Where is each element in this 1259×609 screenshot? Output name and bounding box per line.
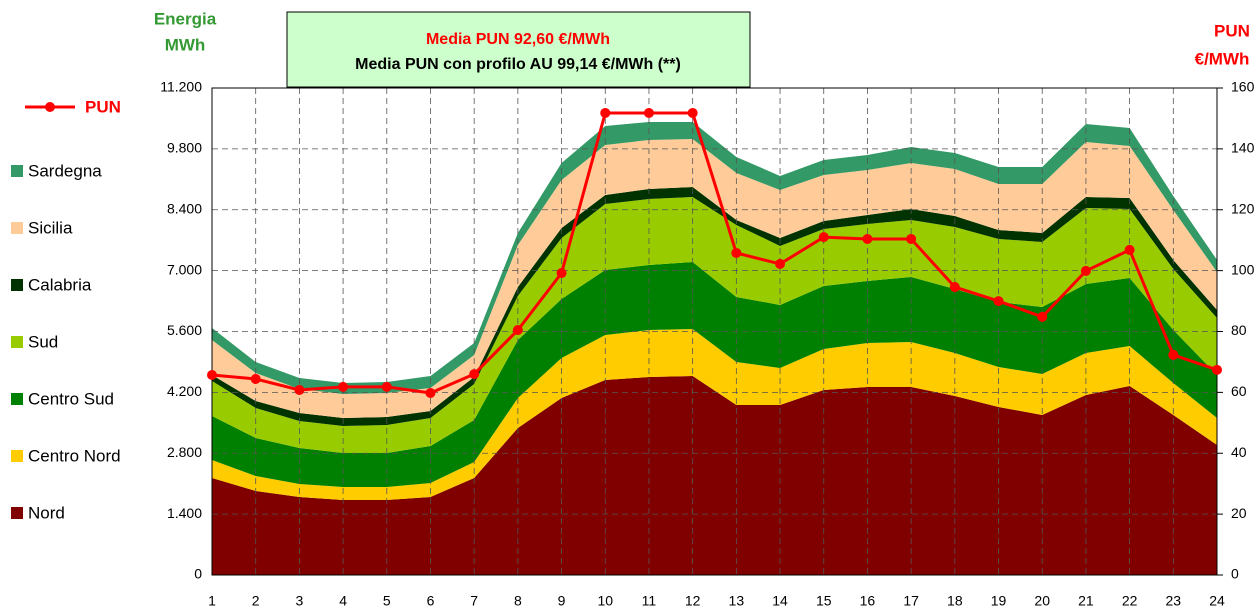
x-tick-label: 5 [383,593,391,609]
pun-marker [250,373,261,384]
y-tick-label: 2.800 [167,444,202,460]
legend-swatch [11,393,23,405]
pun-marker [687,107,698,118]
pun-line [211,111,1218,395]
legend-label: Centro Nord [28,446,121,465]
x-tick-label: 12 [685,593,701,609]
x-tick-label: 24 [1209,593,1225,609]
x-tick-label: 9 [558,593,566,609]
pun-marker [512,324,523,335]
pun-marker [643,107,654,118]
legend-marker [45,102,55,112]
legend-swatch [11,222,23,234]
x-tick-label: 23 [1166,593,1182,609]
pun-marker [949,282,960,293]
pun-marker [1124,244,1135,255]
y-axis-title: Energia [154,9,217,28]
x-tick-label: 19 [991,593,1007,609]
y2-tick-label: 120 [1231,200,1255,216]
x-tick-label: 16 [860,593,876,609]
y-tick-label: 1.400 [167,505,202,521]
legend-label: Nord [28,503,65,522]
y2-tick-label: 0 [1231,566,1239,582]
pun-marker [338,381,349,392]
x-tick-label: 3 [295,593,303,609]
legend-label: Sardegna [28,161,102,180]
plot-frame [211,87,1218,576]
y2-axis-title: €/MWh [1195,49,1250,68]
legend-swatch [11,336,23,348]
title-box [286,11,751,88]
y-tick-label: 8.400 [167,200,202,216]
x-tick-label: 15 [816,593,832,609]
y-tick-label: 0 [194,566,202,582]
pun-marker [556,268,567,279]
x-tick-label: 11 [642,593,657,609]
legend-label: Calabria [28,275,92,294]
pun-marker [993,296,1004,307]
legend-swatch [11,507,23,519]
area [212,138,1217,418]
y2-tick-label: 160 [1231,79,1255,95]
y-tick-label: 5.600 [167,322,202,338]
x-tick-label: 1 [208,593,216,609]
pun-marker [731,247,742,258]
pun-marker [425,387,436,398]
area [212,328,1217,500]
y2-tick-label: 60 [1231,383,1247,399]
legend-label: Centro Sud [28,389,114,408]
legend-label: Sud [28,332,58,351]
x-tick-label: 4 [339,593,347,609]
legend-label: Sicilia [28,218,73,237]
y-tick-label: 7.000 [167,261,202,277]
pun-marker [1212,364,1222,375]
pun-marker [862,233,873,244]
x-tick-label: 21 [1078,593,1094,609]
y2-tick-label: 40 [1231,444,1247,460]
y2-tick-label: 140 [1231,140,1255,156]
pun-marker [381,381,392,392]
area [212,196,1217,453]
chart-title: Media PUN 92,60 €/MWh [426,31,610,48]
pun-marker [1168,349,1179,360]
y2-tick-label: 80 [1231,322,1247,338]
x-tick-label: 14 [772,593,788,609]
pun-marker [906,233,917,244]
y2-axis-title: PUN [1214,21,1250,40]
y-tick-label: 9.800 [167,140,202,156]
x-tick-label: 13 [729,593,745,609]
legend-swatch [11,450,23,462]
y2-tick-label: 100 [1231,261,1255,277]
legend-swatch [11,279,23,291]
pun-marker [207,370,217,381]
x-tick-label: 8 [514,593,522,609]
pun-marker [818,232,829,243]
x-tick-label: 7 [470,593,478,609]
pun-marker [1037,311,1048,322]
x-tick-label: 20 [1034,593,1050,609]
pun-marker [469,369,480,380]
legend-label: PUN [85,97,121,116]
y-tick-label: 4.200 [167,383,202,399]
area [212,375,1217,575]
x-tick-label: 17 [903,593,919,609]
y-axis-title: MWh [165,35,206,54]
area [212,261,1217,487]
y2-tick-label: 20 [1231,505,1247,521]
x-tick-label: 10 [597,593,613,609]
pun-marker [1080,265,1091,276]
x-tick-label: 18 [947,593,963,609]
legend-swatch [11,165,23,177]
pun-marker [775,258,786,269]
y-tick-label: 11.200 [160,79,202,95]
x-tick-label: 6 [427,593,435,609]
pun-marker [294,384,305,395]
x-tick-label: 2 [252,593,260,609]
pun-marker [600,107,611,118]
x-tick-label: 22 [1122,593,1138,609]
chart-subtitle: Media PUN con profilo AU 99,14 €/MWh (**… [355,56,681,73]
